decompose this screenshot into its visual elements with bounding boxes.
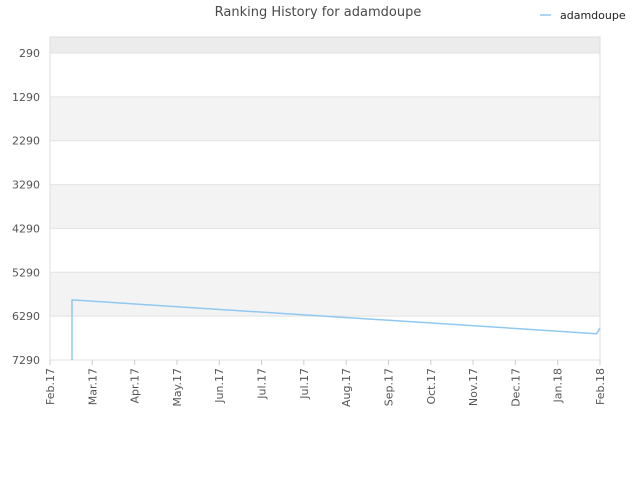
x-tick-label: Aug.17 bbox=[340, 368, 353, 407]
x-tick-label: Dec.17 bbox=[509, 368, 522, 407]
y-tick-label: 4290 bbox=[12, 222, 40, 235]
y-tick-label: 1290 bbox=[12, 91, 40, 104]
legend-label: adamdoupe bbox=[560, 9, 626, 22]
series-layer bbox=[71, 299, 601, 360]
x-tick-label: Apr.17 bbox=[129, 368, 142, 404]
plot-band bbox=[50, 96, 600, 141]
plot-band bbox=[50, 184, 600, 229]
plot-band bbox=[50, 316, 600, 360]
x-tick-label: Feb.18 bbox=[594, 368, 607, 405]
x-tick-label: Oct.17 bbox=[425, 368, 438, 405]
legend[interactable]: adamdoupe bbox=[540, 9, 626, 22]
x-tick-label: Nov.17 bbox=[467, 368, 480, 406]
series-line bbox=[71, 299, 601, 360]
plot-band bbox=[50, 37, 600, 53]
plot-band bbox=[50, 228, 600, 273]
x-tick-label: Jul.17 bbox=[298, 368, 311, 400]
grid-lines bbox=[50, 52, 600, 361]
y-tick-label: 7290 bbox=[12, 354, 40, 367]
y-tick-label: 6290 bbox=[12, 310, 40, 323]
chart-title: Ranking History for adamdoupe bbox=[215, 5, 422, 20]
y-tick-label: 290 bbox=[19, 47, 40, 60]
x-axis: Feb.17 Mar.17 Apr.17 May.17 Jun.17 Jul.17 Jul.… bbox=[44, 360, 607, 407]
x-tick-label: Jan.18 bbox=[552, 368, 565, 403]
x-tick-label: May.17 bbox=[171, 368, 184, 407]
y-axis: 290 1290 2290 3290 4290 5290 6290 7290 bbox=[12, 47, 40, 367]
x-tick-label: Jun.17 bbox=[213, 368, 226, 404]
x-tick-label: Feb.17 bbox=[44, 368, 57, 405]
y-tick-label: 3290 bbox=[12, 179, 40, 192]
y-tick-label: 2290 bbox=[12, 135, 40, 148]
y-tick-label: 5290 bbox=[12, 266, 40, 279]
x-tick-label: Mar.17 bbox=[86, 368, 99, 405]
plot-band bbox=[50, 53, 600, 97]
plot-background bbox=[49, 36, 601, 361]
plot-band bbox=[50, 140, 600, 185]
plot-band bbox=[50, 272, 600, 317]
x-tick-label: Jul.17 bbox=[256, 368, 269, 400]
x-tick-label: Sep.17 bbox=[382, 368, 395, 406]
